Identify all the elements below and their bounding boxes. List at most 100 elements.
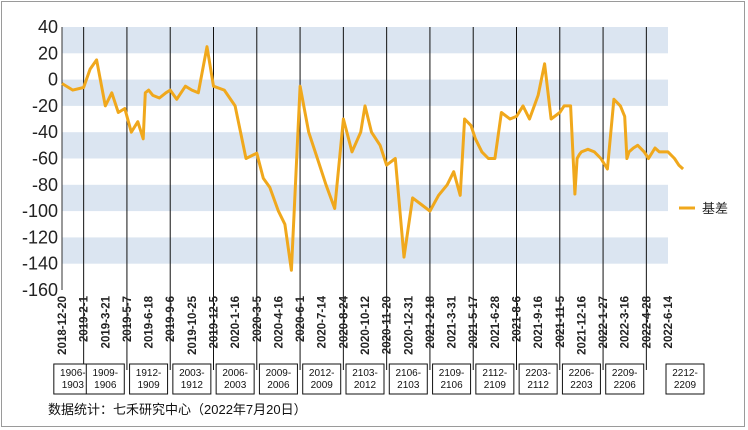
grid-band bbox=[62, 237, 668, 264]
contract-box-label: 2209 bbox=[674, 380, 697, 391]
contract-box bbox=[665, 363, 705, 395]
contract-box-label: 2012- bbox=[309, 368, 335, 379]
x-tick-label: 2021-12-16 bbox=[576, 296, 588, 355]
x-tick-label: 2020-10-12 bbox=[360, 296, 372, 355]
background-bands bbox=[62, 27, 668, 264]
x-tick-label: 2019-3-21 bbox=[100, 295, 112, 348]
y-tick-label: -140 bbox=[22, 254, 58, 274]
y-tick-label: -80 bbox=[32, 175, 58, 195]
contract-box-label: 1912 bbox=[181, 380, 204, 391]
y-tick-label: 20 bbox=[38, 43, 58, 63]
y-tick-label: 0 bbox=[48, 70, 58, 90]
x-tick-label: 2019-6-18 bbox=[144, 295, 156, 348]
x-tick-label: 2021-6-28 bbox=[490, 295, 502, 348]
x-tick-label: 2020-3-5 bbox=[252, 295, 264, 342]
x-tick-label: 2019-5-7 bbox=[122, 296, 134, 342]
contract-box-label: 2203- bbox=[525, 368, 551, 379]
x-tick-label: 2021-2-18 bbox=[425, 295, 437, 348]
contract-box-label: 1906- bbox=[60, 368, 86, 379]
grid-band bbox=[62, 79, 668, 106]
contract-box-label: 1912- bbox=[136, 368, 162, 379]
contract-box bbox=[605, 363, 645, 395]
contract-box-label: 1906 bbox=[94, 380, 117, 391]
x-tick-label: 2020-6-1 bbox=[295, 295, 307, 342]
x-tick-label: 2022-1-27 bbox=[598, 296, 610, 348]
y-tick-label: -20 bbox=[32, 96, 58, 116]
contract-box-label: 2106 bbox=[440, 380, 463, 391]
contract-box-label: 2006- bbox=[222, 368, 248, 379]
contract-box bbox=[561, 363, 601, 395]
grid-band bbox=[62, 132, 668, 159]
contract-box-label: 2103- bbox=[352, 368, 378, 379]
x-tick-label: 2021-3-31 bbox=[447, 295, 459, 348]
contract-box-label: 2106- bbox=[395, 368, 421, 379]
x-tick-label: 2018-12-20 bbox=[57, 296, 69, 355]
contract-box bbox=[388, 363, 428, 395]
y-tick-label: -60 bbox=[32, 149, 58, 169]
x-tick-label: 2022-4-28 bbox=[641, 295, 653, 348]
y-tick-label: 40 bbox=[38, 17, 58, 37]
contract-boxes: 1906-1903 1909-1906 1912-1909 2003-1912 2006… bbox=[53, 363, 705, 395]
contract-box-label: 2109 bbox=[484, 380, 507, 391]
legend-label: 基差 bbox=[702, 201, 728, 216]
contract-box bbox=[518, 363, 558, 395]
contract-box-label: 1903 bbox=[62, 380, 85, 391]
x-tick-label: 2020-1-16 bbox=[230, 296, 242, 348]
y-tick-label: -160 bbox=[22, 280, 58, 300]
contract-box-label: 2112- bbox=[482, 368, 507, 379]
contract-box-label: 2003 bbox=[224, 380, 247, 391]
grid-band bbox=[62, 184, 668, 212]
x-tick-label: 2020-11-20 bbox=[382, 296, 394, 354]
contract-box bbox=[53, 363, 93, 395]
series-layer bbox=[61, 45, 685, 272]
contract-box-label: 2112 bbox=[527, 380, 549, 391]
x-tick-label: 2020-7-14 bbox=[317, 295, 329, 348]
contract-box-label: 2006 bbox=[267, 380, 290, 391]
contract-box bbox=[129, 363, 169, 395]
contract-box-label: 2209- bbox=[612, 368, 638, 379]
grid-band bbox=[62, 27, 668, 54]
contract-box-label: 2009 bbox=[311, 380, 334, 391]
contract-box bbox=[215, 363, 255, 395]
contract-box bbox=[475, 363, 515, 395]
contract-box bbox=[258, 363, 298, 395]
contract-box bbox=[302, 363, 342, 395]
contract-box bbox=[172, 363, 212, 395]
contract-box bbox=[345, 363, 385, 395]
x-tick-label: 2019-9-6 bbox=[165, 296, 177, 342]
contract-box-label: 2206 bbox=[614, 380, 637, 391]
y-tick-label: -100 bbox=[22, 201, 58, 221]
contract-box-label: 1909 bbox=[137, 380, 160, 391]
y-tick-label: -40 bbox=[32, 122, 58, 142]
x-tick-label: 2021-5-17 bbox=[468, 296, 480, 348]
contract-box-label: 2012 bbox=[354, 380, 377, 391]
contract-box-label: 2206- bbox=[569, 368, 595, 379]
x-tick-label: 2020-4-16 bbox=[273, 296, 285, 348]
contract-box-label: 2103 bbox=[397, 380, 420, 391]
contract-box-label: 2109- bbox=[439, 368, 465, 379]
series-line bbox=[61, 45, 685, 272]
x-tick-label: 2022-6-14 bbox=[663, 295, 675, 348]
x-tick-label: 2021-8-6 bbox=[512, 296, 524, 342]
contract-box bbox=[85, 363, 125, 395]
contract-box-label: 1909- bbox=[92, 368, 118, 379]
x-tick-label: 2019-12-5 bbox=[209, 295, 221, 348]
contract-box bbox=[432, 363, 472, 395]
x-tick-label: 2021-9-16 bbox=[533, 296, 545, 348]
x-tick-label: 2020-12-31 bbox=[403, 295, 415, 354]
x-tick-label: 2019-2-1 bbox=[79, 295, 91, 342]
x-axis: 2018-12-20 2019-2-1 2019-3-21 2019-5-7 2019-… bbox=[57, 295, 675, 354]
source-note: 数据统计：七禾研究中心（2022年7月20日） bbox=[48, 402, 307, 417]
x-tick-label: 2022-3-16 bbox=[620, 296, 632, 348]
contract-box-label: 2203 bbox=[570, 380, 593, 391]
contract-box-label: 2003- bbox=[179, 368, 205, 379]
legend: 基差 bbox=[679, 201, 728, 216]
y-axis: 40 20 0 -20 -40 -60 -80 -100 -120 -140 -160 bbox=[22, 17, 63, 300]
x-tick-label: 2021-11-5 bbox=[555, 295, 567, 347]
contract-box-label: 2212- bbox=[672, 368, 698, 379]
x-tick-label: 2019-10-25 bbox=[187, 295, 199, 354]
contract-box-label: 2009- bbox=[266, 368, 292, 379]
x-tick-label: 2020-8-24 bbox=[338, 295, 350, 348]
